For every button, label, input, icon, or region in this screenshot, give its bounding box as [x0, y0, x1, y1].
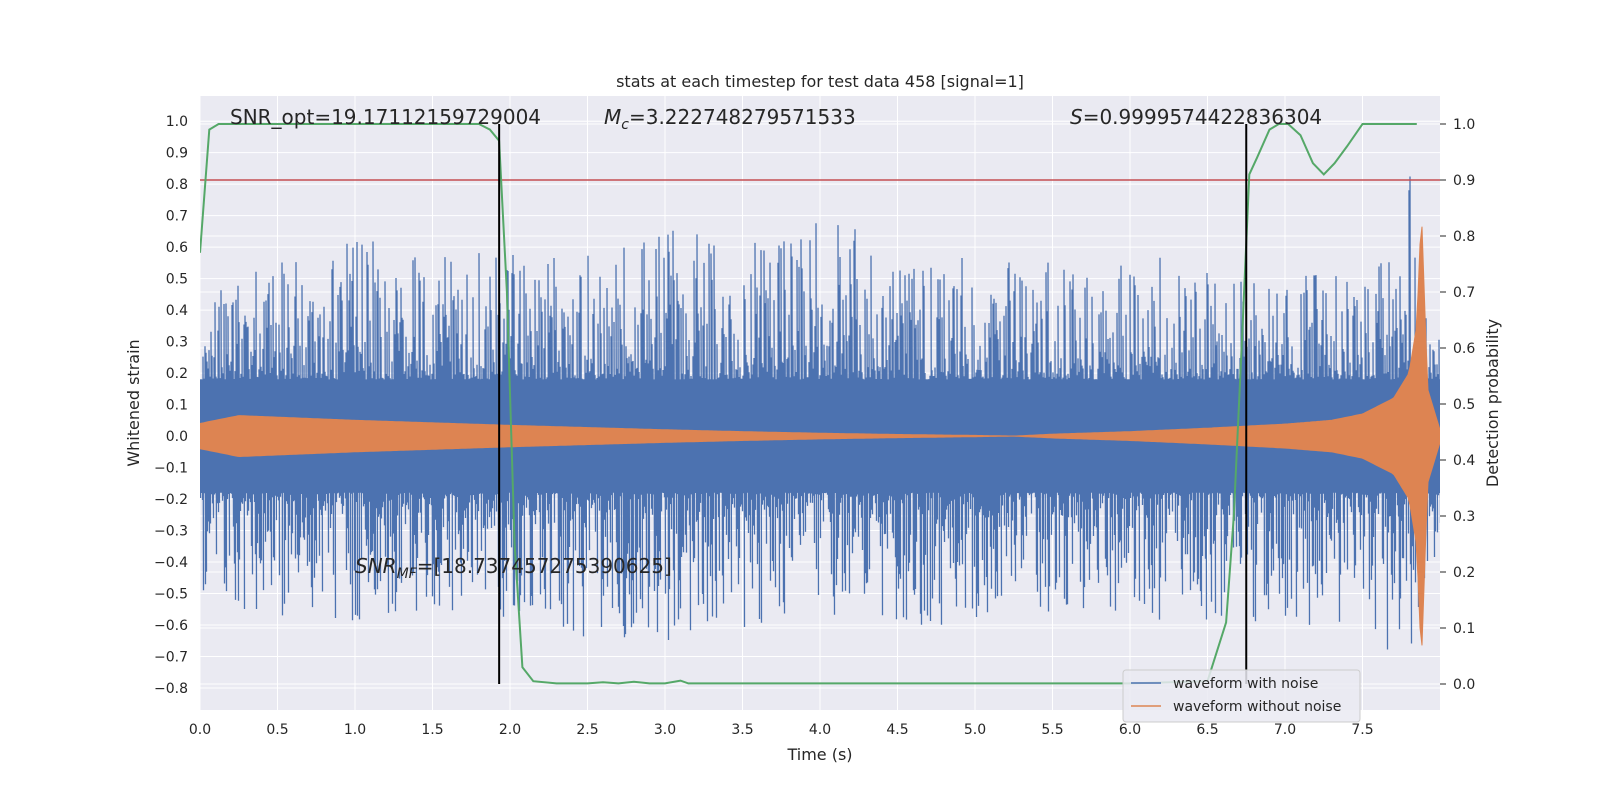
- y-right-tick-label: 0.6: [1453, 341, 1475, 357]
- x-tick-label: 5.5: [1041, 722, 1063, 738]
- y-right-tick-label: 0.8: [1453, 229, 1475, 245]
- series-waveform-without-noise: [200, 226, 1440, 646]
- y-left-tick-label: −0.1: [154, 461, 188, 477]
- y-left-tick-label: −0.8: [154, 681, 188, 697]
- x-tick-label: 2.0: [499, 722, 521, 738]
- y-right-tick-label: 0.7: [1453, 285, 1475, 301]
- x-tick-label: 2.5: [576, 722, 598, 738]
- x-tick-label: 3.0: [654, 722, 676, 738]
- x-axis-label: Time (s): [786, 745, 852, 764]
- y-right-tick-label: 0.4: [1453, 453, 1475, 469]
- series-detection-probability: [200, 123, 1417, 685]
- x-tick-label: 0.5: [266, 722, 288, 738]
- annotation-score-symbol: S: [1070, 105, 1083, 129]
- annotation-chirp-mass: Mc=3.222748279571533: [604, 105, 856, 133]
- y-right-tick-label: 0.1: [1453, 621, 1475, 637]
- y-right-tick-label: 0.3: [1453, 509, 1475, 525]
- y-left-tick-label: 0.1: [166, 398, 188, 414]
- x-tick-label: 4.5: [886, 722, 908, 738]
- x-tick-label: 7.5: [1351, 722, 1373, 738]
- y-right-tick-label: 0.5: [1453, 397, 1475, 413]
- annotation-snr-mf-symbol: SNR: [355, 554, 397, 578]
- legend: waveform with noise waveform without noi…: [1122, 669, 1361, 723]
- y-right-tick-label: 0.9: [1453, 173, 1475, 189]
- annotation-snr-opt: SNR_opt=19.17112159729004: [230, 105, 541, 129]
- x-tick-label: 5.0: [964, 722, 986, 738]
- y-left-tick-label: 0.7: [166, 209, 188, 225]
- y-axis-right-ticks: 1.0 0.9 0.8 0.7 0.6 0.5 0.4 0.3 0.2 0.1 0.0: [1440, 117, 1475, 693]
- y-left-tick-label: 0.6: [166, 240, 188, 256]
- annotation-snr-mf: SNRMF=[18.737457275390625]: [355, 554, 672, 582]
- annotation-chirp-mass-sub: c: [621, 117, 629, 133]
- annotation-chirp-mass-value: =3.222748279571533: [629, 105, 856, 129]
- chart-title: stats at each timestep for test data 458…: [616, 72, 1024, 91]
- y-left-tick-label: −0.2: [154, 492, 188, 508]
- x-tick-label: 0.0: [189, 722, 211, 738]
- y-right-tick-label: 1.0: [1453, 117, 1475, 133]
- annotation-snr-mf-sub: MF: [397, 566, 418, 582]
- annotation-snr-mf-value: =[18.737457275390625]: [417, 554, 672, 578]
- y-left-tick-label: 0.3: [166, 335, 188, 351]
- x-tick-label: 7.0: [1274, 722, 1296, 738]
- y-right-tick-label: 0.2: [1453, 565, 1475, 581]
- annotation-chirp-mass-symbol: M: [604, 105, 621, 129]
- y-left-tick-label: 1.0: [166, 114, 188, 130]
- y-left-tick-label: 0.9: [166, 146, 188, 162]
- y-left-tick-label: 0.4: [166, 303, 188, 319]
- y-left-tick-label: −0.7: [154, 649, 188, 665]
- y-left-tick-label: 0.5: [166, 272, 188, 288]
- y-left-tick-label: −0.6: [154, 618, 188, 634]
- annotation-score-value: =0.9999574422836304: [1083, 105, 1322, 129]
- y-left-tick-label: 0.0: [166, 429, 188, 445]
- y-axis-left-ticks: 1.0 0.9 0.8 0.7 0.6 0.5 0.4 0.3 0.2 0.1 0.0 −0.1 −0.…: [154, 114, 188, 697]
- y-left-tick-label: −0.5: [154, 586, 188, 602]
- y-right-tick-label: 0.0: [1453, 677, 1475, 693]
- x-tick-label: 4.0: [809, 722, 831, 738]
- y-left-tick-label: 0.2: [166, 366, 188, 382]
- x-tick-label: 6.5: [1196, 722, 1218, 738]
- x-axis-ticks: 0.0 0.5 1.0 1.5 2.0 2.5 3.0 3.5 4.0 4.5 5.0 5.5 6.0 6…: [189, 722, 1374, 738]
- x-tick-label: 1.5: [421, 722, 443, 738]
- y-left-tick-label: 0.8: [166, 177, 188, 193]
- series-layer: [200, 123, 1440, 685]
- annotation-score: S=0.9999574422836304: [1070, 105, 1322, 129]
- legend-label-noise: waveform with noise: [1173, 676, 1318, 692]
- legend-label-clean: waveform without noise: [1173, 699, 1341, 715]
- y-left-tick-label: −0.3: [154, 524, 188, 540]
- x-tick-label: 6.0: [1119, 722, 1141, 738]
- y-axis-left-label: Whitened strain: [124, 339, 143, 466]
- legend-box: [1122, 669, 1361, 723]
- x-tick-label: 1.0: [344, 722, 366, 738]
- y-left-tick-label: −0.4: [154, 555, 188, 571]
- y-axis-right-label: Detection probability: [1483, 319, 1502, 487]
- x-tick-label: 3.5: [731, 722, 753, 738]
